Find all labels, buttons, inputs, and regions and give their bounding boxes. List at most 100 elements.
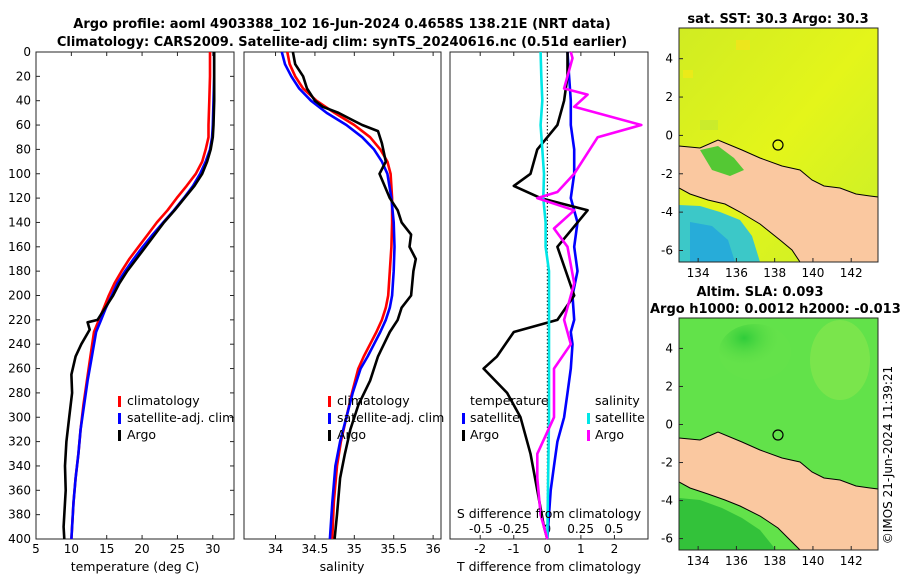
t-difference-tick-labels: -2 -1 0 1 2	[474, 52, 618, 556]
title-line-2: Climatology: CARS2009. Satellite-adj cli…	[57, 35, 627, 50]
latitude-tick-label: -4	[661, 205, 673, 219]
x-tick-label: 35.5	[380, 542, 407, 556]
series-line-temperature-satellite	[546, 51, 579, 540]
temperature-series	[62, 52, 216, 540]
legend-label-s-satellite: satellite	[595, 410, 645, 425]
x-tick-label: 10	[64, 542, 79, 556]
series-line-salinity-satellite	[539, 51, 551, 540]
x-tick-label: 5	[32, 542, 40, 556]
legend-label-argo: Argo	[127, 427, 156, 442]
series-line-argo	[62, 52, 216, 540]
longitude-tick-label: 134	[687, 554, 710, 568]
s-diff-tick-label: 0.25	[567, 522, 594, 536]
depth-tick-label: 340	[8, 459, 31, 473]
sla-high-patch	[719, 324, 791, 380]
longitude-tick-label: 140	[801, 266, 824, 280]
temperature-xlabel: temperature (deg C)	[71, 559, 200, 574]
depth-tick-label: 320	[8, 435, 31, 449]
depth-tick-label: 220	[8, 313, 31, 327]
series-line-argo	[291, 51, 418, 540]
longitude-tick-label: 136	[725, 554, 748, 568]
latitude-tick-label: 2	[665, 90, 673, 104]
x-tick-label: 35	[347, 542, 362, 556]
x-tick-label: 30	[205, 542, 220, 556]
depth-tick-label: 280	[8, 386, 31, 400]
x-tick-label: 1	[577, 542, 585, 556]
argo-location-marker	[772, 429, 784, 441]
longitude-tick-label: 136	[725, 266, 748, 280]
legend-swatch-s-argo	[587, 430, 590, 441]
legend-swatch-satellite	[118, 413, 121, 424]
latitude-tick-label: 0	[665, 417, 673, 431]
x-tick-label: -2	[474, 542, 486, 556]
latitude-tick-label: -2	[661, 456, 673, 470]
longitude-tick-label: 142	[840, 266, 863, 280]
depth-tick-label: 160	[8, 240, 31, 254]
s-diff-tick-label: 0.5	[604, 522, 623, 536]
sst-map-title: sat. SST: 30.3 Argo: 30.3	[687, 12, 868, 27]
latitude-tick-label: -4	[661, 494, 673, 508]
legend-swatch-t-argo	[462, 430, 465, 441]
salinity-legend: climatology satellite-adj. clim Argo	[328, 393, 444, 442]
x-tick-label: 34	[268, 542, 283, 556]
sst-map-panel: sat. SST: 30.3 Argo: 30.3 134 136 138 140 14…	[661, 12, 879, 280]
legend-swatch-s-satellite	[587, 413, 590, 424]
sla-longitude-ticks: 134 136 138 140 142	[687, 546, 863, 568]
longitude-tick-label: 142	[840, 554, 863, 568]
salinity-series	[280, 51, 418, 540]
depth-tick-label: 200	[8, 289, 31, 303]
latitude-tick-label: -6	[661, 243, 673, 257]
sla-axes-box	[678, 317, 879, 551]
series-line-salinity-argo	[535, 51, 643, 540]
title-line-1: Argo profile: aoml 4903388_102 16-Jun-20…	[73, 17, 610, 32]
longitude-tick-label: 138	[763, 554, 786, 568]
salinity-tick-labels: 34 34.5 35 35.5 36	[268, 52, 441, 556]
s-difference-label: S difference from climatology	[457, 506, 642, 521]
temperature-difference-legend: temperature satellite Argo	[462, 393, 549, 442]
legend-label-satellite: satellite-adj. clim	[337, 410, 444, 425]
legend-swatch-climatology	[118, 396, 121, 407]
x-tick-label: 36	[425, 542, 440, 556]
sst-patch	[736, 40, 750, 50]
temperature-legend: climatology satellite-adj. clim Argo	[118, 393, 234, 442]
x-tick-label: 34.5	[302, 542, 329, 556]
x-tick-label: 25	[170, 542, 185, 556]
cool-water-patch	[690, 222, 735, 262]
depth-tick-label: 40	[16, 94, 31, 108]
depth-tick-label: 300	[8, 410, 31, 424]
latitude-tick-label: 4	[665, 341, 673, 355]
x-tick-label: 20	[134, 542, 149, 556]
depth-tick-label: 140	[8, 215, 31, 229]
salinity-axes-box	[243, 51, 442, 540]
depth-tick-label: 400	[8, 532, 31, 546]
sla-map-panel: Altim. SLA: 0.093 Argo h1000: 0.0012 h20…	[650, 285, 900, 568]
x-tick-label: 15	[99, 542, 114, 556]
legend-swatch-argo	[118, 430, 121, 441]
legend-label-satellite: satellite-adj. clim	[127, 410, 234, 425]
legend-label-climatology: climatology	[337, 393, 410, 408]
sst-patch	[683, 70, 693, 78]
sst-axes-box	[678, 27, 879, 263]
legend-swatch-satellite	[328, 413, 331, 424]
sla-map-title-2: Argo h1000: 0.0012 h2000: -0.013	[650, 302, 900, 317]
depth-tick-label: 120	[8, 191, 31, 205]
latitude-tick-label: -2	[661, 167, 673, 181]
longitude-tick-label: 134	[687, 266, 710, 280]
salinity-xlabel: salinity	[320, 559, 365, 574]
legend-label-t-argo: Argo	[470, 427, 499, 442]
x-tick-label: 2	[611, 542, 619, 556]
land-mass	[678, 431, 879, 551]
figure-title: Argo profile: aoml 4903388_102 16-Jun-20…	[57, 17, 627, 50]
latitude-tick-label: 2	[665, 379, 673, 393]
depth-tick-label: 380	[8, 508, 31, 522]
legend-swatch-climatology	[328, 396, 331, 407]
t-difference-xlabel: T difference from climatology	[456, 559, 642, 574]
difference-profile-panel: -2 -1 0 1 2 -0.5 -0.25 0 0.25 0.5 T difference f…	[449, 51, 649, 574]
latitude-tick-label: -6	[661, 532, 673, 546]
latitude-tick-label: 4	[665, 52, 673, 66]
depth-tick-label: 20	[16, 69, 31, 83]
series-line-temperature-argo	[482, 52, 589, 540]
legend-swatch-t-satellite	[462, 413, 465, 424]
legend-swatch-argo	[328, 430, 331, 441]
sst-latitude-ticks: 4 2 0 -2 -4 -6	[661, 52, 683, 257]
